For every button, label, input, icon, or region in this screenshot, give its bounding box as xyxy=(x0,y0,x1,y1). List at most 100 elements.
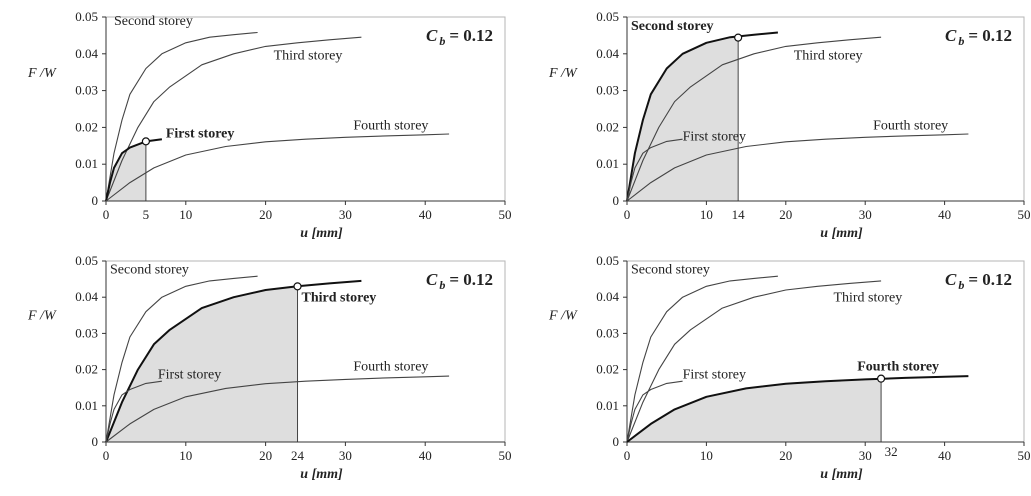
x-tick-label: 30 xyxy=(339,448,352,463)
x-tick-label: 50 xyxy=(499,448,512,463)
y-tick-label: 0.04 xyxy=(596,46,619,61)
series-line xyxy=(105,380,162,443)
x-tick-label: 30 xyxy=(339,207,352,222)
series-label: Second storey xyxy=(631,263,710,278)
y-tick-label: 0 xyxy=(92,434,99,449)
series-label: Third storey xyxy=(302,291,377,306)
x-tick-label: 10 xyxy=(700,448,713,463)
y-tick-label: 0.05 xyxy=(596,9,619,24)
x-axis-label: u [mm] xyxy=(820,467,863,482)
series-line xyxy=(105,31,258,202)
y-tick-label: 0.05 xyxy=(596,253,619,268)
series-line xyxy=(626,375,969,443)
series-label: First storey xyxy=(158,368,221,383)
marker-point xyxy=(293,282,302,291)
x-tick-label: 10 xyxy=(179,448,192,463)
shaded-area xyxy=(627,378,882,442)
marker-value-label: 24 xyxy=(291,448,305,463)
series-label: First storey xyxy=(683,368,746,383)
series-label: Second storey xyxy=(114,14,193,29)
series-label: Second storey xyxy=(110,263,189,278)
series-label: Fourth storey xyxy=(873,119,948,134)
shaded-area xyxy=(106,141,146,201)
series-label: First storey xyxy=(166,127,235,142)
x-tick-label: 40 xyxy=(938,207,951,222)
chart-panel-1: 0 10 20 30 40 50 0 0.01 0.02 0.03 0.04 0.05 u [mm] F … xyxy=(27,9,512,241)
y-tick-label: 0.04 xyxy=(75,46,98,61)
y-tick-label: 0.03 xyxy=(75,83,98,98)
y-tick-label: 0 xyxy=(613,434,620,449)
x-tick-label: 20 xyxy=(779,207,792,222)
y-tick-label: 0.01 xyxy=(596,156,619,171)
y-tick-label: 0.03 xyxy=(596,83,619,98)
series-label: Third storey xyxy=(794,48,863,63)
x-tick-label: 10 xyxy=(700,207,713,222)
series-line xyxy=(626,380,683,443)
x-axis-label: u [mm] xyxy=(300,226,343,241)
y-tick-label: 0.02 xyxy=(75,119,98,134)
x-axis-label: u [mm] xyxy=(300,467,343,482)
marker-point xyxy=(876,374,886,383)
x-tick-label: 0 xyxy=(103,448,110,463)
marker-value-label: 5 xyxy=(143,207,150,222)
series-line xyxy=(105,279,362,443)
series-label: Fourth storey xyxy=(857,359,939,374)
y-tick-label: 0.05 xyxy=(75,253,98,268)
plot-area xyxy=(105,16,506,202)
series-label: First storey xyxy=(683,129,746,144)
series-line xyxy=(626,275,778,443)
y-tick-label: 0 xyxy=(613,193,620,208)
shaded-area xyxy=(627,37,739,202)
x-tick-label: 50 xyxy=(1018,448,1031,463)
y-tick-label: 0.03 xyxy=(596,325,619,340)
series-label: Second storey xyxy=(631,19,714,34)
y-tick-label: 0.01 xyxy=(596,398,619,413)
y-axis-label: F /W xyxy=(27,66,57,81)
marker-value-label: 32 xyxy=(885,444,898,459)
series-line xyxy=(105,133,450,202)
y-tick-label: 0.02 xyxy=(596,362,619,377)
x-tick-label: 30 xyxy=(859,448,872,463)
series-label: Fourth storey xyxy=(353,359,428,374)
chart-panel-3: 0 10 20 30 40 50 0 0.01 0.02 0.03 0.04 0.05 u [mm] F … xyxy=(27,253,512,482)
x-tick-label: 0 xyxy=(103,207,110,222)
y-axis-label: F /W xyxy=(548,309,578,324)
y-tick-label: 0 xyxy=(92,193,99,208)
series-line xyxy=(105,36,362,202)
x-tick-label: 50 xyxy=(1018,207,1031,222)
shaded-area xyxy=(106,286,298,442)
x-tick-label: 40 xyxy=(419,207,432,222)
marker-value-label: 14 xyxy=(732,207,746,222)
y-tick-label: 0.03 xyxy=(75,325,98,340)
series-label: Fourth storey xyxy=(353,119,428,134)
x-tick-label: 50 xyxy=(499,207,512,222)
x-tick-label: 0 xyxy=(624,448,631,463)
series-line xyxy=(626,133,969,202)
x-tick-label: 40 xyxy=(419,448,432,463)
chart-panel-4: 0 10 20 30 40 50 0 0.01 0.02 0.03 0.04 0.05 u [mm] F … xyxy=(548,253,1031,482)
y-tick-label: 0.01 xyxy=(75,156,98,171)
x-axis-label: u [mm] xyxy=(820,226,863,241)
series-line xyxy=(626,138,683,202)
y-tick-label: 0.04 xyxy=(596,289,619,304)
x-tick-label: 20 xyxy=(779,448,792,463)
x-tick-label: 40 xyxy=(938,448,951,463)
y-axis-label: F /W xyxy=(548,66,578,81)
series-line xyxy=(105,375,450,443)
x-tick-label: 0 xyxy=(624,207,631,222)
x-tick-label: 20 xyxy=(259,207,272,222)
marker-point xyxy=(734,33,743,42)
y-tick-label: 0.05 xyxy=(75,9,98,24)
y-axis-label: F /W xyxy=(27,309,57,324)
y-tick-label: 0.02 xyxy=(75,362,98,377)
y-tick-label: 0.02 xyxy=(596,119,619,134)
y-tick-label: 0.04 xyxy=(75,289,98,304)
series-label: Third storey xyxy=(274,48,343,63)
series-label: Third storey xyxy=(833,291,902,306)
chart-panel-2: 0 10 20 30 40 50 0 0.01 0.02 0.03 0.04 0.05 u [mm] F … xyxy=(548,9,1031,241)
y-tick-label: 0.01 xyxy=(75,398,98,413)
